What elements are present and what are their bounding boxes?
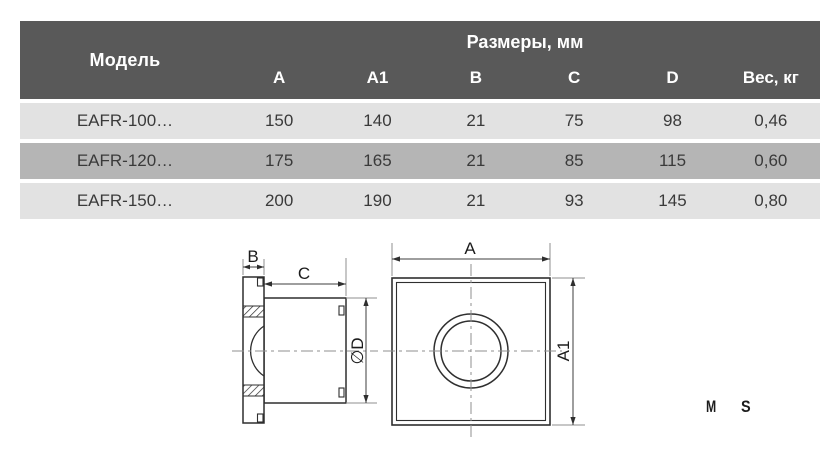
dimension-label-d: ∅D bbox=[348, 337, 367, 364]
column-header-c: C bbox=[568, 68, 581, 87]
flange-panel bbox=[242, 276, 265, 424]
arrowhead bbox=[257, 264, 264, 270]
column-header-d: D bbox=[666, 68, 679, 87]
value-cell: 0,60 bbox=[754, 151, 788, 170]
spec-table: Модель Размеры, мм A A1 B C D Вес, кг EA… bbox=[20, 21, 820, 219]
column-header-b: B bbox=[469, 68, 482, 87]
logo-letter-s: S bbox=[741, 398, 751, 416]
arrowhead bbox=[363, 298, 369, 306]
front-view: A A1 bbox=[383, 239, 585, 438]
clip bbox=[256, 277, 264, 287]
dimension-label-a: A bbox=[464, 239, 476, 258]
value-cell: 140 bbox=[363, 111, 392, 130]
value-cells: 200 190 21 93 145 0,80 bbox=[230, 191, 820, 211]
model-column-header: Модель bbox=[89, 49, 161, 70]
value-cell: 21 bbox=[466, 191, 486, 210]
dimension-label-a1: A1 bbox=[554, 341, 573, 362]
value-cell: 115 bbox=[658, 151, 687, 170]
side-view: B C ∅D bbox=[232, 247, 378, 424]
value-cell: 21 bbox=[466, 151, 486, 170]
arrowhead bbox=[338, 281, 346, 287]
value-cell: 0,46 bbox=[754, 111, 788, 130]
column-header-a: A bbox=[273, 68, 286, 87]
table-row: EAFR-150… 200 190 21 93 145 0,80 bbox=[20, 183, 820, 219]
dimension-label-b: B bbox=[247, 247, 258, 266]
arrowhead bbox=[243, 264, 250, 270]
table-header: Модель Размеры, мм A A1 B C D Вес, кг bbox=[20, 21, 820, 99]
table-row: EAFR-120… 175 165 21 85 115 0,60 bbox=[20, 143, 820, 179]
arrowhead bbox=[363, 395, 369, 403]
value-cell: 145 bbox=[658, 191, 687, 210]
ms-logo: M S bbox=[706, 398, 751, 417]
logo-letter-m: M bbox=[706, 398, 716, 416]
value-cell: 200 bbox=[264, 191, 294, 210]
value-cells: 150 140 21 75 98 0,46 bbox=[230, 111, 820, 131]
value-cell: 150 bbox=[264, 111, 294, 130]
value-cell: 85 bbox=[564, 151, 584, 170]
value-cell: 98 bbox=[663, 111, 682, 130]
hatch-section-bottom bbox=[242, 384, 265, 397]
value-cell: 165 bbox=[363, 151, 392, 170]
column-header-a1: A1 bbox=[366, 68, 389, 87]
dimension-label-c: C bbox=[298, 264, 310, 283]
arrowhead bbox=[264, 281, 272, 287]
value-cell: 0,80 bbox=[754, 191, 788, 210]
arrowhead bbox=[570, 417, 576, 425]
value-cell: 21 bbox=[466, 111, 486, 130]
column-headers-row: A A1 B C D Вес, кг bbox=[230, 68, 820, 99]
table-row: EAFR-100… 150 140 21 75 98 0,46 bbox=[20, 103, 820, 139]
value-cells: 175 165 21 85 115 0,60 bbox=[230, 151, 820, 171]
arrowhead bbox=[570, 278, 576, 286]
value-cell: 175 bbox=[264, 151, 294, 170]
model-cell: EAFR-100… bbox=[76, 111, 174, 130]
value-cell: 93 bbox=[564, 191, 584, 210]
hatch-section-top bbox=[242, 305, 265, 318]
value-cell: 75 bbox=[564, 111, 584, 130]
model-cell: EAFR-120… bbox=[76, 151, 174, 170]
arrowhead bbox=[392, 256, 400, 262]
column-header-weight: Вес, кг bbox=[742, 68, 799, 87]
clip bbox=[256, 413, 264, 423]
arrowhead bbox=[542, 256, 550, 262]
clip bbox=[338, 387, 345, 398]
clip bbox=[338, 305, 345, 316]
dimensions-header-area: Размеры, мм A A1 B C D Вес, кг bbox=[230, 21, 820, 99]
model-cell: EAFR-150… bbox=[76, 191, 174, 210]
value-cell: 190 bbox=[363, 191, 392, 210]
dimensions-group-header: Размеры, мм bbox=[466, 32, 584, 52]
